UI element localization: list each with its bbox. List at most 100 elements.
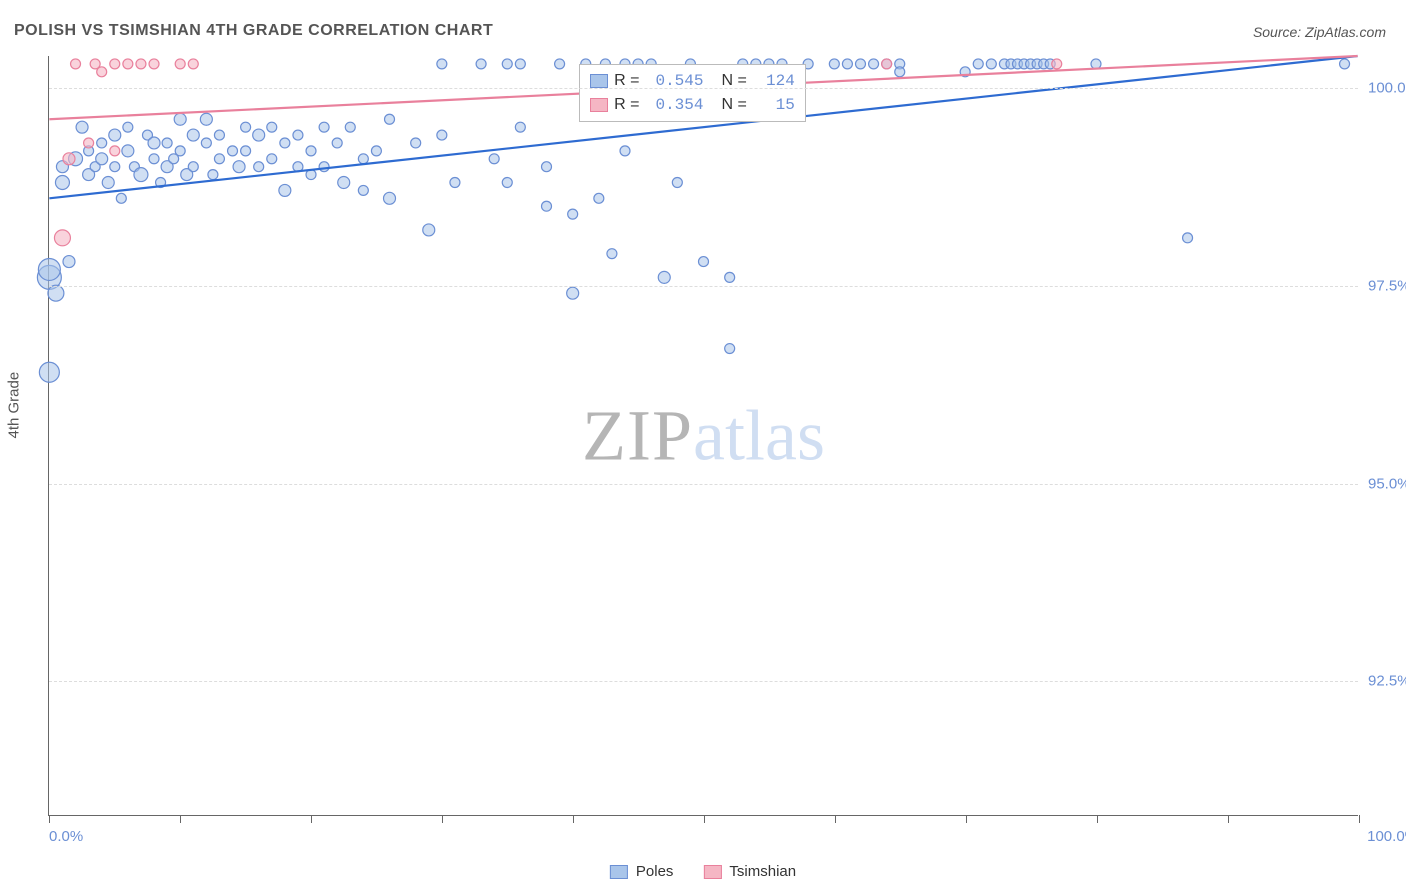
x-tick <box>966 815 967 823</box>
x-tick <box>1359 815 1360 823</box>
data-point <box>134 168 148 182</box>
data-point <box>1183 233 1193 243</box>
data-point <box>71 59 81 69</box>
data-point <box>332 138 342 148</box>
data-point <box>358 154 368 164</box>
data-point <box>97 138 107 148</box>
data-point <box>136 59 146 69</box>
data-point <box>110 162 120 172</box>
data-point <box>384 192 396 204</box>
correlation-legend: R =0.545N =124R =0.354N = 15 <box>579 64 806 122</box>
data-point <box>241 122 251 132</box>
data-point <box>241 146 251 156</box>
legend-row: R =0.545N =124 <box>590 69 795 93</box>
data-point <box>1340 59 1350 69</box>
data-point <box>385 114 395 124</box>
x-min-label: 0.0% <box>49 828 83 845</box>
scatter-svg <box>49 56 1358 815</box>
data-point <box>515 59 525 69</box>
x-tick <box>704 815 705 823</box>
data-point <box>1052 59 1062 69</box>
data-point <box>122 145 134 157</box>
data-point <box>620 146 630 156</box>
legend-item: Poles <box>610 863 674 880</box>
data-point <box>96 153 108 165</box>
data-point <box>515 122 525 132</box>
x-tick <box>1097 815 1098 823</box>
y-tick-label: 92.5% <box>1368 673 1406 690</box>
data-point <box>76 121 88 133</box>
data-point <box>267 154 277 164</box>
data-point <box>450 178 460 188</box>
data-point <box>48 285 64 301</box>
data-point <box>842 59 852 69</box>
data-point <box>63 256 75 268</box>
data-point <box>437 59 447 69</box>
data-point <box>55 176 69 190</box>
gridline <box>49 88 1358 89</box>
data-point <box>97 67 107 77</box>
x-tick <box>573 815 574 823</box>
data-point <box>607 249 617 259</box>
data-point <box>162 138 172 148</box>
x-tick <box>311 815 312 823</box>
data-point <box>555 59 565 69</box>
data-point <box>201 138 211 148</box>
data-point <box>542 201 552 211</box>
data-point <box>338 177 350 189</box>
source-label: Source: ZipAtlas.com <box>1253 24 1386 40</box>
x-tick <box>442 815 443 823</box>
data-point <box>188 162 198 172</box>
data-point <box>63 153 75 165</box>
data-point <box>502 59 512 69</box>
data-point <box>267 122 277 132</box>
data-point <box>829 59 839 69</box>
data-point <box>882 59 892 69</box>
data-point <box>306 146 316 156</box>
data-point <box>39 362 59 382</box>
data-point <box>84 138 94 148</box>
y-tick-label: 97.5% <box>1368 277 1406 294</box>
data-point <box>423 224 435 236</box>
data-point <box>542 162 552 172</box>
data-point <box>149 154 159 164</box>
series-legend: PolesTsimshian <box>610 863 796 880</box>
data-point <box>54 230 70 246</box>
data-point <box>567 287 579 299</box>
data-point <box>293 130 303 140</box>
data-point <box>358 185 368 195</box>
chart-plot-area: ZIPatlas R =0.545N =124R =0.354N = 15 92… <box>48 56 1358 816</box>
gridline <box>49 681 1358 682</box>
x-max-label: 100.0% <box>1367 828 1406 845</box>
data-point <box>869 59 879 69</box>
x-tick <box>1228 815 1229 823</box>
data-point <box>228 146 238 156</box>
data-point <box>319 162 329 172</box>
data-point <box>319 122 329 132</box>
data-point <box>489 154 499 164</box>
y-tick-label: 100.0% <box>1368 79 1406 96</box>
x-tick <box>180 815 181 823</box>
data-point <box>280 138 290 148</box>
data-point <box>149 59 159 69</box>
data-point <box>725 272 735 282</box>
data-point <box>437 130 447 140</box>
data-point <box>188 59 198 69</box>
data-point <box>214 154 224 164</box>
data-point <box>110 146 120 156</box>
data-point <box>725 344 735 354</box>
data-point <box>214 130 224 140</box>
legend-row: R =0.354N = 15 <box>590 93 795 117</box>
data-point <box>986 59 996 69</box>
data-point <box>855 59 865 69</box>
data-point <box>200 113 212 125</box>
data-point <box>102 177 114 189</box>
data-point <box>38 258 60 280</box>
data-point <box>123 122 133 132</box>
data-point <box>973 59 983 69</box>
data-point <box>594 193 604 203</box>
data-point <box>254 162 264 172</box>
y-tick-label: 95.0% <box>1368 475 1406 492</box>
data-point <box>568 209 578 219</box>
data-point <box>502 178 512 188</box>
